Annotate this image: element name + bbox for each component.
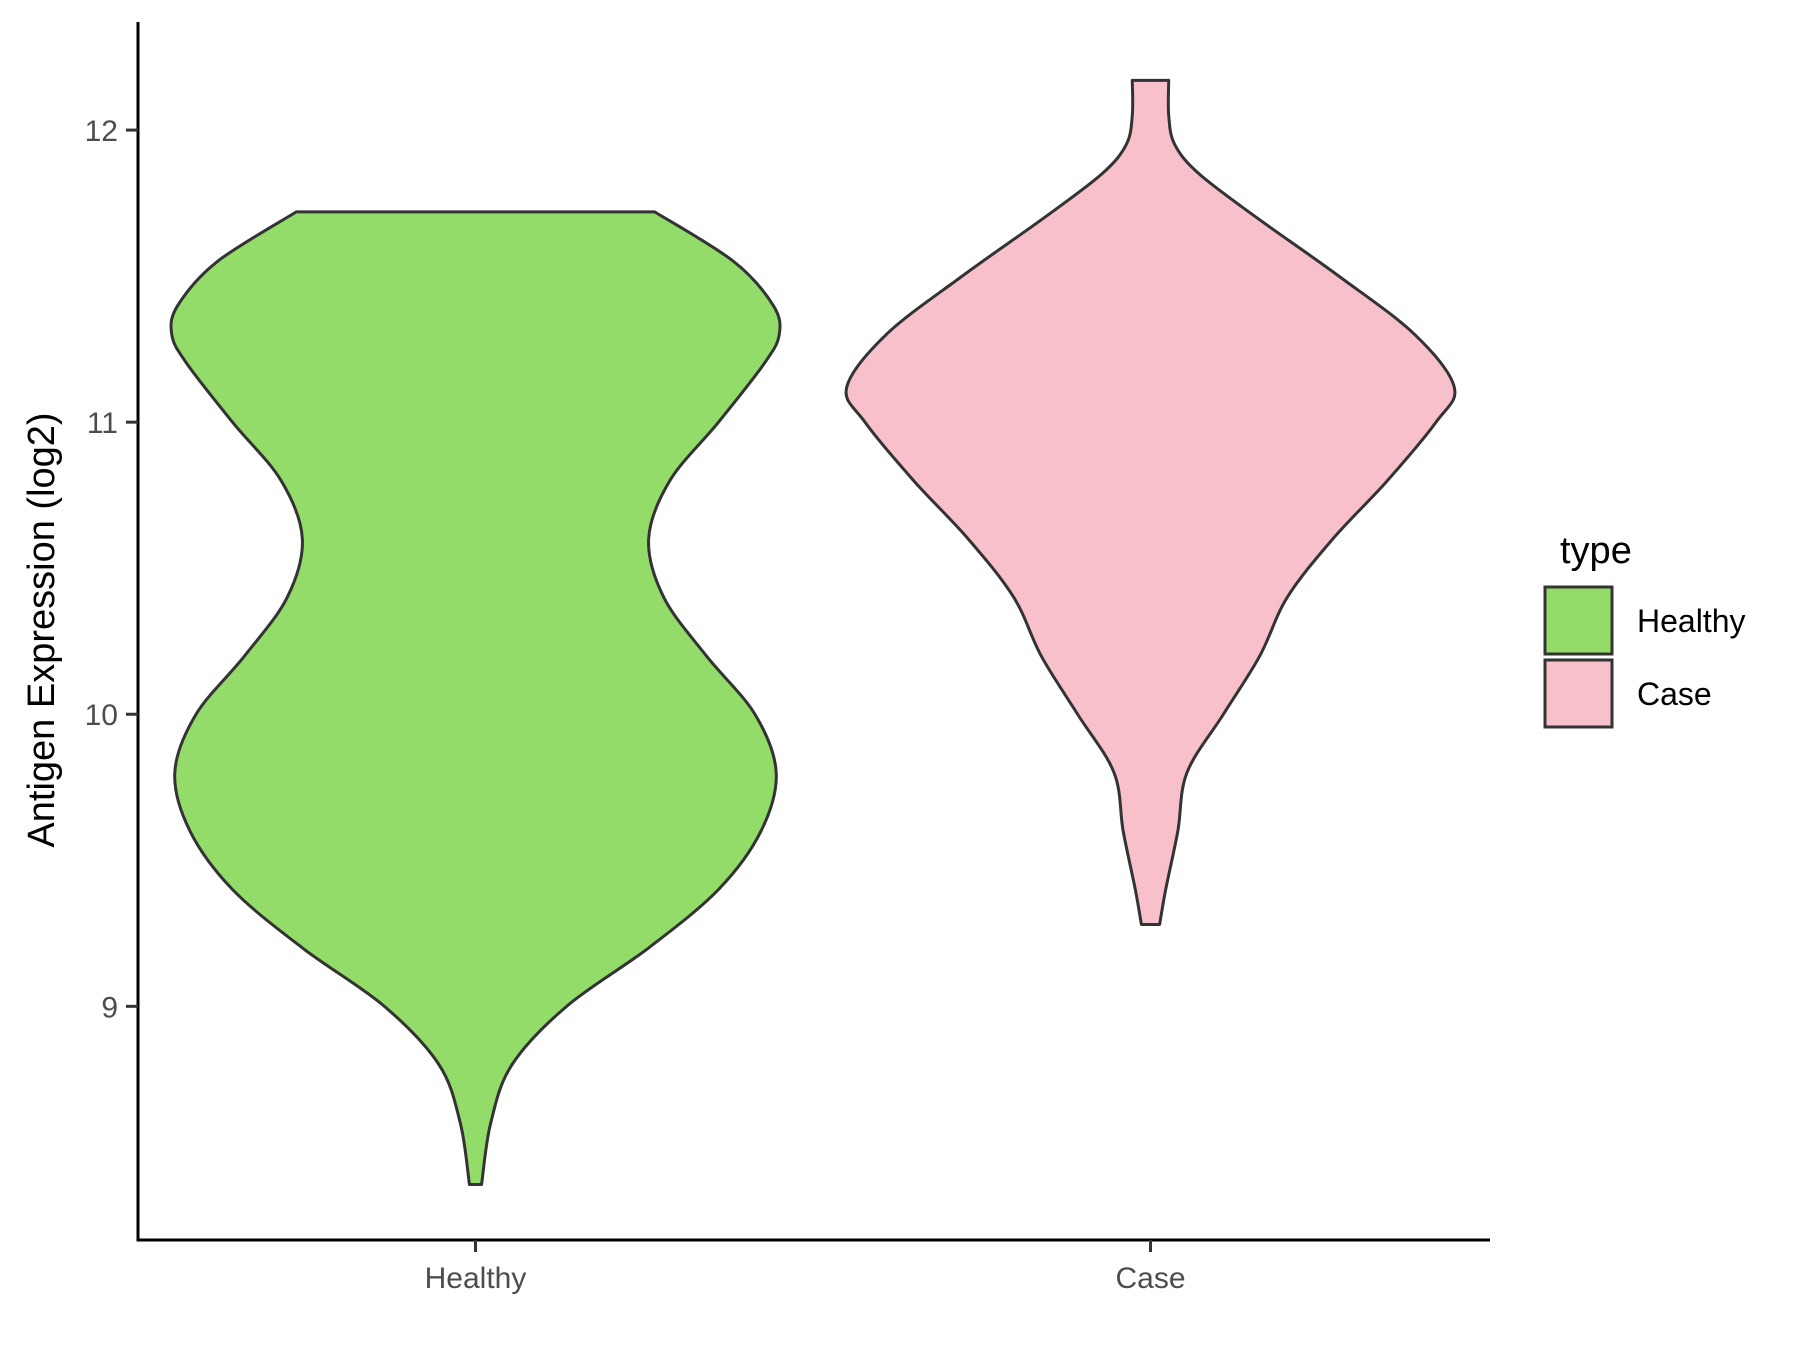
y-tick-label: 11	[87, 407, 118, 440]
y-tick-label: 9	[101, 991, 118, 1024]
legend-title: type	[1560, 530, 1632, 572]
legend-swatch	[1543, 585, 1614, 656]
legend-swatch	[1543, 658, 1614, 729]
x-tick-label: Case	[1115, 1262, 1185, 1295]
legend: type Healthy Case	[1543, 530, 1746, 729]
violin-healthy	[169, 210, 782, 1186]
x-tick-label: Healthy	[425, 1262, 527, 1295]
y-axis-ticks: 9 10 11 12	[85, 115, 138, 1024]
legend-label: Case	[1637, 676, 1712, 712]
legend-label: Healthy	[1637, 603, 1746, 639]
violin-case	[844, 78, 1457, 927]
y-axis-title: Antigen Expression (log2)	[21, 412, 63, 847]
y-tick-label: 10	[85, 699, 118, 732]
x-axis-ticks: Healthy Case	[425, 1240, 1186, 1295]
legend-entries: Healthy Case	[1543, 585, 1746, 729]
violin-layer	[169, 78, 1457, 1186]
y-tick-label: 12	[85, 115, 118, 148]
